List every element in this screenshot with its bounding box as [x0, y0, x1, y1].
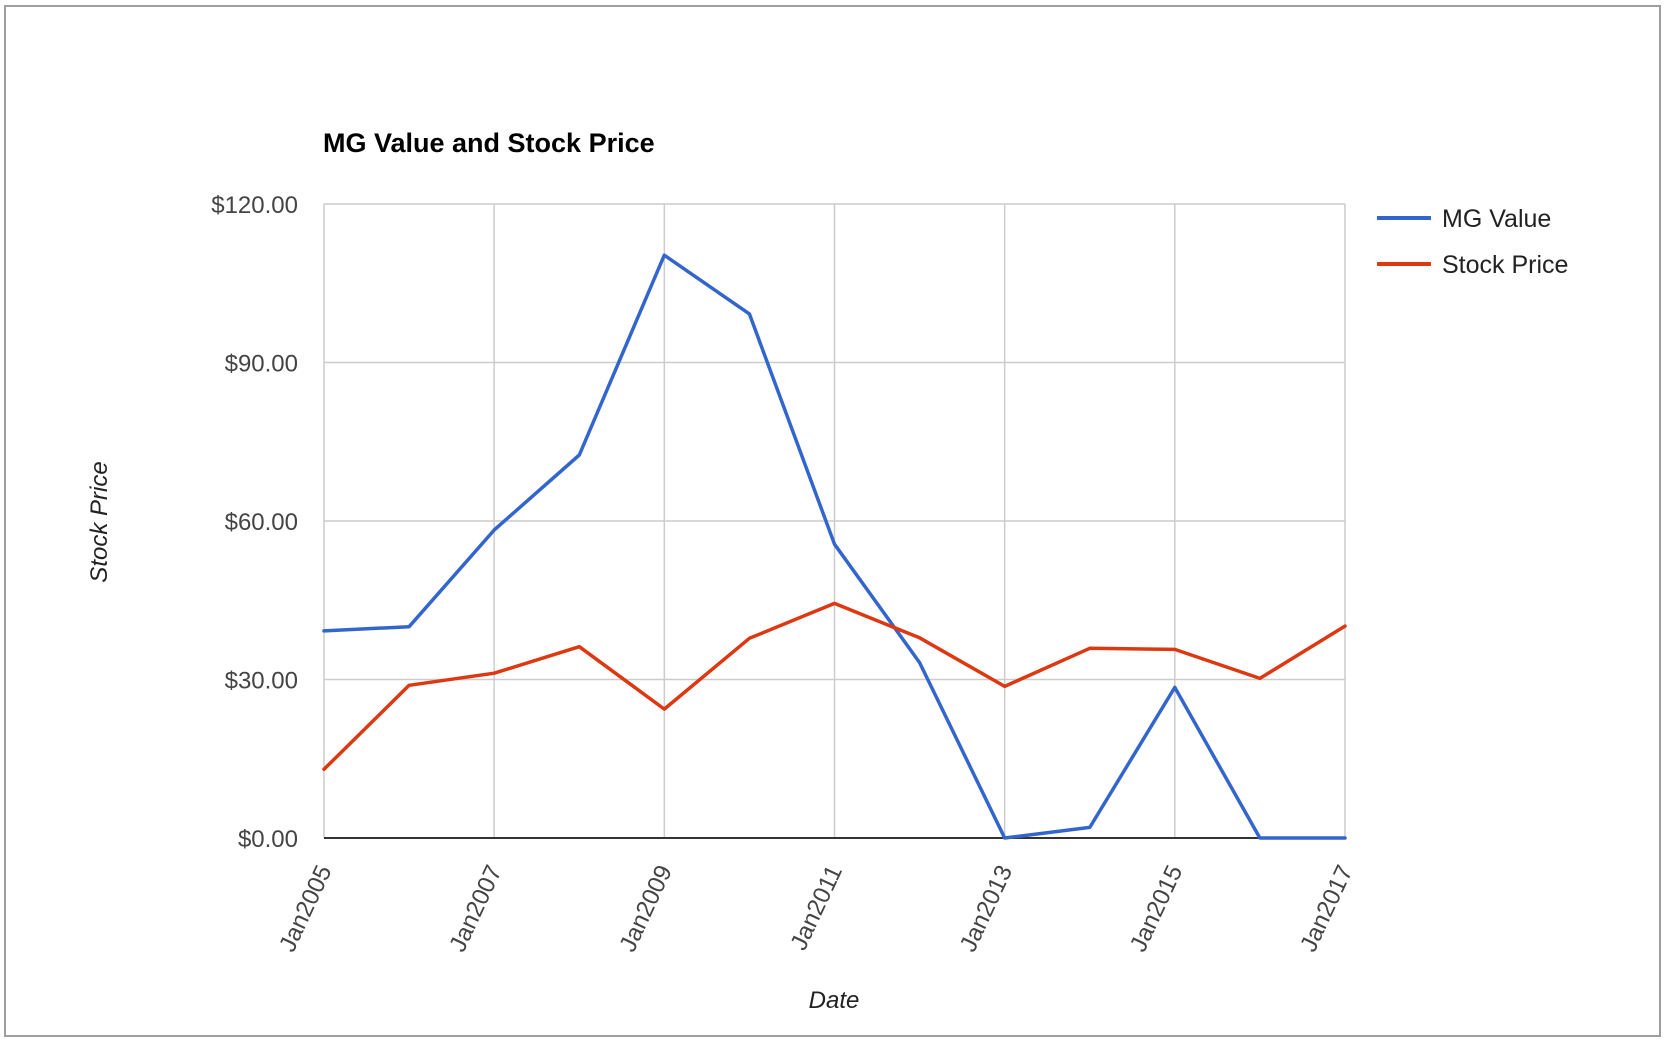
- y-axis-tick-labels: $0.00 $30.00 $60.00 $90.00 $120.00: [211, 192, 298, 853]
- gridlines: [323, 203, 1346, 838]
- series-line-stock-price: [322, 601, 1347, 772]
- y-axis-title: Stock Price: [86, 461, 113, 582]
- series-line-mg-value: [322, 253, 1347, 840]
- legend-label-mg-value: MG Value: [1442, 205, 1551, 233]
- y-tick-label: $60.00: [225, 509, 298, 536]
- y-tick-label: $120.00: [211, 192, 298, 219]
- y-tick-label: $30.00: [225, 668, 298, 695]
- series-lines: [322, 253, 1347, 840]
- legend: MG Value Stock Price: [1377, 205, 1568, 279]
- legend-label-stock-price: Stock Price: [1442, 251, 1568, 279]
- chart-title: MG Value and Stock Price: [323, 128, 655, 158]
- y-tick-label: $0.00: [238, 826, 298, 853]
- x-axis-title: Date: [809, 987, 860, 1014]
- y-tick-label: $90.00: [225, 351, 298, 378]
